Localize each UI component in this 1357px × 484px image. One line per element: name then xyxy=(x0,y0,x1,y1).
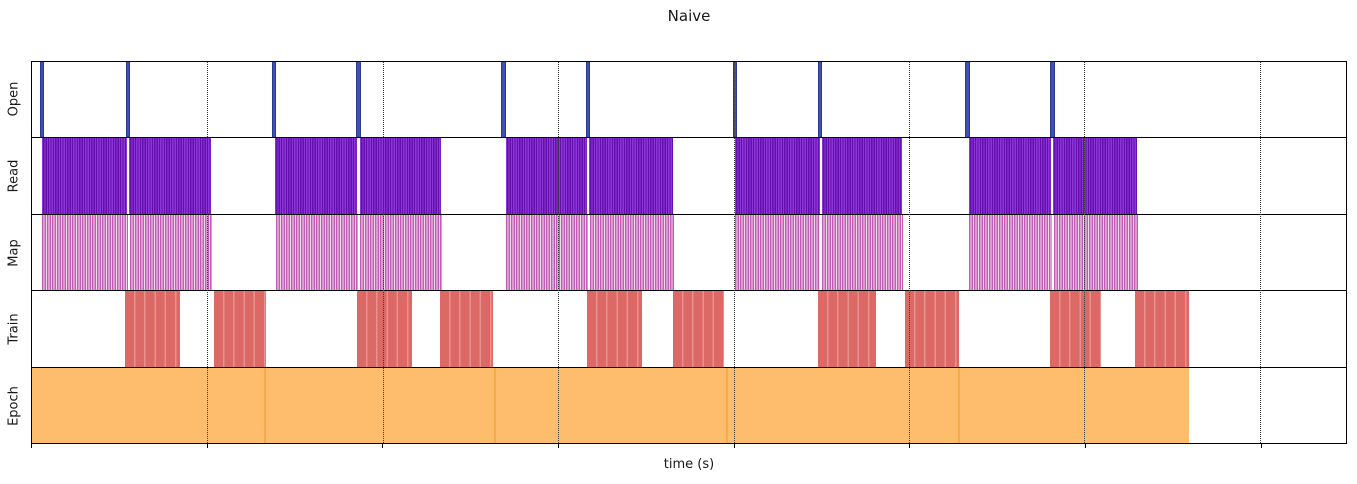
open-event-bar xyxy=(271,62,277,138)
x-tick xyxy=(909,444,911,448)
row-label-epoch: Epoch xyxy=(6,385,22,426)
row-read xyxy=(32,137,1346,214)
map-activity-bar xyxy=(968,214,1053,291)
x-tick xyxy=(206,444,208,448)
read-activity-bar xyxy=(589,138,673,214)
map-activity-bar xyxy=(275,214,358,291)
map-activity-bar xyxy=(41,214,128,291)
train-activity-bar xyxy=(1135,291,1190,367)
train-activity-bar xyxy=(356,291,413,367)
row-label-train: Train xyxy=(6,313,22,345)
open-event-bar xyxy=(501,62,506,138)
map-activity-bar xyxy=(1054,214,1139,291)
train-activity-bar xyxy=(124,291,180,367)
open-event-bar xyxy=(585,62,591,138)
train-activity-bar xyxy=(904,291,959,367)
tick-layer xyxy=(31,444,1347,450)
epoch-bar xyxy=(725,367,958,444)
read-activity-bar xyxy=(968,138,1052,214)
open-event-bar xyxy=(356,62,361,138)
epoch-bar xyxy=(263,367,495,444)
epoch-bar xyxy=(494,367,726,444)
map-activity-bar xyxy=(129,214,212,291)
map-activity-bar xyxy=(506,214,589,291)
row-label-map: Map xyxy=(6,238,22,267)
row-labels-layer: Open Read Map Train Epoch xyxy=(0,61,31,444)
row-epoch xyxy=(32,366,1346,444)
x-tick xyxy=(733,444,735,448)
open-event-bar xyxy=(1050,62,1055,138)
read-activity-bar xyxy=(506,138,588,214)
row-label-read: Read xyxy=(6,159,22,193)
read-activity-bar xyxy=(359,138,442,214)
map-activity-bar xyxy=(734,214,820,291)
train-activity-bar xyxy=(1050,291,1102,367)
x-tick xyxy=(1084,444,1086,448)
row-map xyxy=(32,213,1346,291)
train-activity-bar xyxy=(587,291,643,367)
read-activity-bar xyxy=(128,138,211,214)
read-activity-bar xyxy=(821,138,902,214)
read-activity-bar xyxy=(41,138,127,214)
row-label-open: Open xyxy=(6,81,22,117)
read-activity-bar xyxy=(274,138,358,214)
map-activity-bar xyxy=(359,214,443,291)
x-tick xyxy=(1260,444,1262,448)
train-activity-bar xyxy=(673,291,724,367)
x-tick xyxy=(382,444,384,448)
read-activity-bar xyxy=(1053,138,1138,214)
epoch-bar xyxy=(32,367,264,444)
train-activity-bar xyxy=(817,291,876,367)
chart-title: Naive xyxy=(667,7,711,25)
open-event-bar xyxy=(39,62,45,138)
read-activity-bar xyxy=(734,138,820,214)
map-activity-bar xyxy=(590,214,674,291)
open-event-bar xyxy=(732,62,738,138)
row-open xyxy=(32,62,1346,138)
x-axis-label: time (s) xyxy=(663,457,715,472)
open-event-bar xyxy=(817,62,823,138)
epoch-bar xyxy=(957,367,1190,444)
open-event-bar xyxy=(125,62,131,138)
x-tick xyxy=(31,444,32,448)
train-activity-bar xyxy=(440,291,494,367)
train-activity-bar xyxy=(213,291,266,367)
x-tick xyxy=(557,444,559,448)
open-event-bar xyxy=(965,62,970,138)
plot-area xyxy=(31,61,1347,444)
row-train xyxy=(32,290,1346,367)
map-activity-bar xyxy=(821,214,903,291)
